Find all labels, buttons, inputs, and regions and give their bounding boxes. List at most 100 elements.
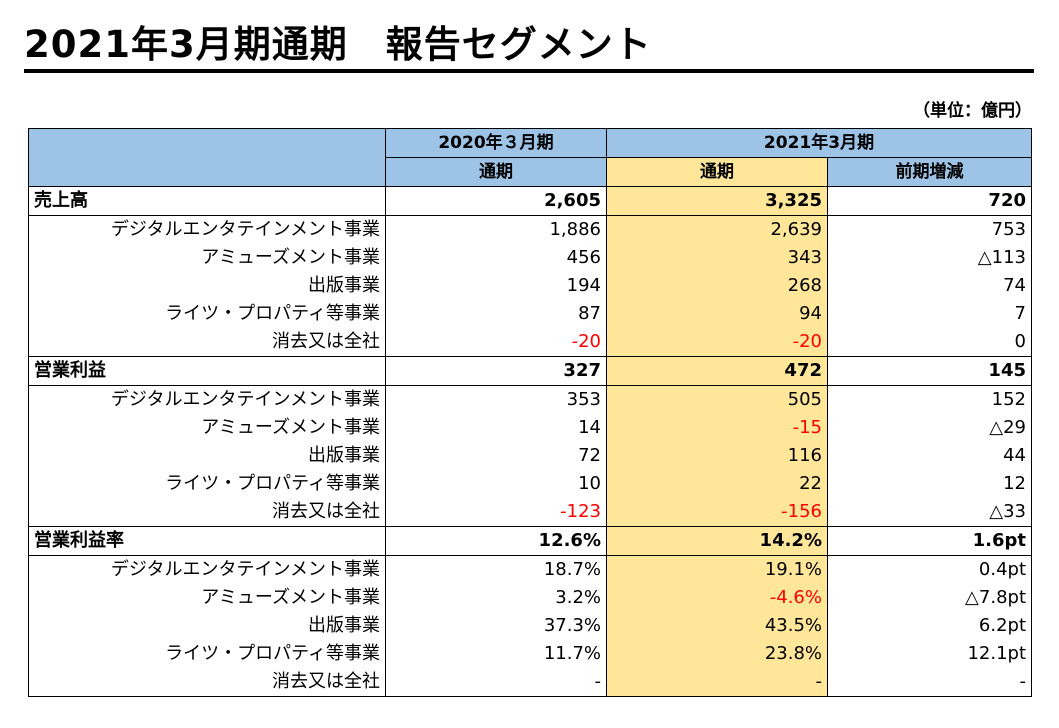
value-fy2020: 10 — [385, 470, 607, 498]
segment-label: デジタルエンタテインメント事業 — [28, 555, 386, 584]
section-total-row: 売上高 2,605 3,325 720 — [28, 186, 1032, 216]
page-title: 2021年3月期通期 報告セグメント — [24, 23, 652, 66]
segment-row: 出版事業 194 268 74 — [28, 272, 1032, 300]
value-fy2020: 87 — [385, 300, 607, 328]
title-underline — [24, 69, 1034, 73]
value-fy2021: 94 — [606, 300, 828, 328]
segment-label: アミューズメント事業 — [28, 414, 386, 442]
total-yoy: 720 — [827, 186, 1032, 216]
unit-label: （単位：億円） — [913, 101, 1032, 121]
header-fy2021: 2021年3月期 — [606, 128, 1032, 158]
header-row-periods: 通期 通期 前期増減 — [29, 157, 1032, 187]
segment-label: ライツ・プロパティ等事業 — [28, 640, 386, 668]
segment-label: ライツ・プロパティ等事業 — [28, 300, 386, 328]
value-fy2020: 194 — [385, 272, 607, 300]
value-yoy: 12.1pt — [827, 640, 1032, 668]
value-fy2020: -20 — [385, 328, 607, 357]
value-yoy: 152 — [827, 385, 1032, 414]
total-fy2021: 472 — [606, 356, 828, 386]
section-total-row: 営業利益率 12.6% 14.2% 1.6pt — [28, 526, 1032, 556]
segment-row: ライツ・プロパティ等事業 11.7% 23.8% 12.1pt — [28, 640, 1032, 668]
value-fy2021: 116 — [606, 442, 828, 470]
value-yoy: 753 — [827, 215, 1032, 244]
header-row-years: 2020年３月期 2021年3月期 — [28, 128, 1032, 187]
value-fy2021: 343 — [606, 244, 828, 272]
value-fy2020: 11.7% — [385, 640, 607, 668]
total-fy2021: 3,325 — [606, 186, 828, 216]
value-fy2020: 1,886 — [385, 215, 607, 244]
value-fy2020: 3.2% — [385, 584, 607, 612]
segment-row: デジタルエンタテインメント事業 353 505 152 — [28, 385, 1032, 414]
segment-row: 出版事業 72 116 44 — [28, 442, 1032, 470]
value-yoy: 74 — [827, 272, 1032, 300]
segment-row: アミューズメント事業 3.2% -4.6% △7.8pt — [28, 584, 1032, 612]
section-label: 売上高 — [28, 186, 386, 216]
total-fy2020: 327 — [385, 356, 607, 386]
section-label: 営業利益率 — [28, 526, 386, 556]
value-yoy: 0.4pt — [827, 555, 1032, 584]
total-yoy: 145 — [827, 356, 1032, 386]
value-yoy: △7.8pt — [827, 584, 1032, 612]
value-yoy: 44 — [827, 442, 1032, 470]
header-fy2021-full-year: 通期 — [606, 157, 828, 187]
value-fy2020: 18.7% — [385, 555, 607, 584]
segment-label: 出版事業 — [28, 612, 386, 640]
total-yoy: 1.6pt — [827, 526, 1032, 556]
value-fy2021: -20 — [606, 328, 828, 357]
value-fy2021: - — [606, 668, 828, 697]
value-yoy: △33 — [827, 498, 1032, 527]
segment-row: 消去又は全社 - - - — [28, 668, 1032, 697]
segment-row: デジタルエンタテインメント事業 18.7% 19.1% 0.4pt — [28, 555, 1032, 584]
header-yoy: 前期増減 — [827, 157, 1032, 187]
header-fy2020-full-year: 通期 — [385, 157, 607, 187]
value-fy2020: 37.3% — [385, 612, 607, 640]
value-fy2021: 2,639 — [606, 215, 828, 244]
header-corner — [28, 128, 386, 187]
segment-row: デジタルエンタテインメント事業 1,886 2,639 753 — [28, 215, 1032, 244]
segment-label: アミューズメント事業 — [28, 584, 386, 612]
value-yoy: 7 — [827, 300, 1032, 328]
segment-label: 消去又は全社 — [28, 498, 386, 527]
value-yoy: 12 — [827, 470, 1032, 498]
segment-label: アミューズメント事業 — [28, 244, 386, 272]
segment-label: デジタルエンタテインメント事業 — [28, 385, 386, 414]
segment-row: アミューズメント事業 14 -15 △29 — [28, 414, 1032, 442]
total-fy2021: 14.2% — [606, 526, 828, 556]
segment-label: ライツ・プロパティ等事業 — [28, 470, 386, 498]
value-fy2021: -156 — [606, 498, 828, 527]
value-fy2021: 43.5% — [606, 612, 828, 640]
segment-label: 出版事業 — [28, 272, 386, 300]
value-fy2021: 23.8% — [606, 640, 828, 668]
value-yoy: 6.2pt — [827, 612, 1032, 640]
segment-row: 消去又は全社 -123 -156 △33 — [28, 498, 1032, 527]
segment-row: 消去又は全社 -20 -20 0 — [28, 328, 1032, 357]
value-fy2020: 72 — [385, 442, 607, 470]
value-fy2021: 19.1% — [606, 555, 828, 584]
value-fy2020: 353 — [385, 385, 607, 414]
value-fy2021: 505 — [606, 385, 828, 414]
value-fy2020: -123 — [385, 498, 607, 527]
segment-row: ライツ・プロパティ等事業 10 22 12 — [28, 470, 1032, 498]
value-yoy: △29 — [827, 414, 1032, 442]
segment-row: ライツ・プロパティ等事業 87 94 7 — [28, 300, 1032, 328]
segment-label: デジタルエンタテインメント事業 — [28, 215, 386, 244]
value-fy2020: 14 — [385, 414, 607, 442]
value-yoy: 0 — [827, 328, 1032, 357]
segment-table: 2020年３月期 2021年3月期 通期 通期 前期増減 売上高 2,605 3,3… — [28, 128, 1032, 697]
value-fy2021: 268 — [606, 272, 828, 300]
section-total-row: 営業利益 327 472 145 — [28, 356, 1032, 386]
section-label: 営業利益 — [28, 356, 386, 386]
value-fy2020: 456 — [385, 244, 607, 272]
value-fy2021: 22 — [606, 470, 828, 498]
segment-label: 消去又は全社 — [28, 668, 386, 697]
value-fy2021: -4.6% — [606, 584, 828, 612]
segment-label: 消去又は全社 — [28, 328, 386, 357]
value-yoy: △113 — [827, 244, 1032, 272]
segment-row: アミューズメント事業 456 343 △113 — [28, 244, 1032, 272]
value-fy2021: -15 — [606, 414, 828, 442]
total-fy2020: 12.6% — [385, 526, 607, 556]
value-yoy: - — [827, 668, 1032, 697]
segment-label: 出版事業 — [28, 442, 386, 470]
segment-row: 出版事業 37.3% 43.5% 6.2pt — [28, 612, 1032, 640]
value-fy2020: - — [385, 668, 607, 697]
